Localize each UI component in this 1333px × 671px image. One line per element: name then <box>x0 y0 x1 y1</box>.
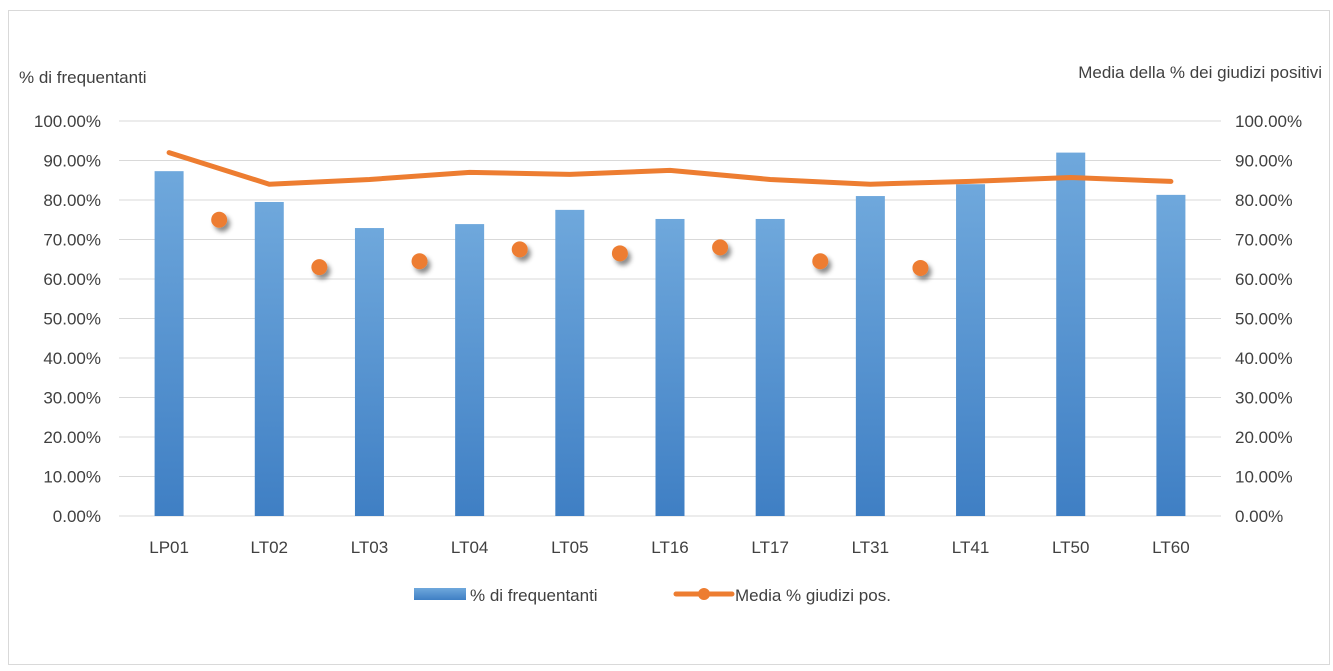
chart-frame: % di frequentanti Media della % dei giud… <box>8 10 1330 665</box>
bar-series <box>154 152 1186 517</box>
data-point <box>812 253 829 270</box>
left-axis-ticks: 0.00% 10.00% 20.00% 30.00% 40.00% 50.00% 60.00… <box>34 112 101 526</box>
left-tick-label: 20.00% <box>43 428 101 447</box>
chart: % di frequentanti Media della % dei giud… <box>19 63 1322 605</box>
bar <box>254 201 284 516</box>
left-tick-label: 50.00% <box>43 310 101 329</box>
left-tick-label: 80.00% <box>43 191 101 210</box>
bar <box>555 209 585 516</box>
bar <box>354 228 384 517</box>
right-tick-label: 30.00% <box>1235 389 1293 408</box>
bar <box>956 184 986 516</box>
legend-label-line: Media % giudizi pos. <box>735 586 891 605</box>
left-axis-title: % di frequentanti <box>19 68 147 87</box>
bar <box>455 224 485 516</box>
bar <box>655 218 685 516</box>
right-axis-ticks: 0.00% 10.00% 20.00% 30.00% 40.00% 50.00% 60.00… <box>1235 112 1302 526</box>
data-point <box>211 211 228 228</box>
x-tick-label: LT04 <box>451 538 489 557</box>
right-axis-title: Media della % dei giudizi positivi <box>1078 63 1322 82</box>
bar <box>1156 194 1186 517</box>
x-tick-label: LT50 <box>1052 538 1090 557</box>
x-tick-label: LT03 <box>351 538 389 557</box>
left-tick-label: 90.00% <box>43 152 101 171</box>
right-tick-label: 60.00% <box>1235 270 1293 289</box>
left-tick-label: 60.00% <box>43 270 101 289</box>
data-point <box>411 253 428 270</box>
right-tick-label: 100.00% <box>1235 112 1302 131</box>
left-tick-label: 70.00% <box>43 231 101 250</box>
right-tick-label: 40.00% <box>1235 349 1293 368</box>
series-line <box>166 150 1174 187</box>
data-point <box>912 259 929 276</box>
left-tick-label: 100.00% <box>34 112 101 131</box>
data-point <box>712 239 729 256</box>
x-tick-label: LT41 <box>952 538 990 557</box>
left-tick-label: 30.00% <box>43 389 101 408</box>
x-tick-label: LT02 <box>251 538 289 557</box>
point-series <box>211 211 929 276</box>
data-point <box>611 245 628 262</box>
x-tick-label: LT60 <box>1152 538 1190 557</box>
right-tick-label: 70.00% <box>1235 231 1293 250</box>
right-tick-label: 80.00% <box>1235 191 1293 210</box>
line-series <box>166 150 1174 187</box>
right-tick-label: 50.00% <box>1235 310 1293 329</box>
legend-swatch-bars <box>414 588 466 600</box>
x-tick-label: LT05 <box>551 538 589 557</box>
x-tick-label: LP01 <box>149 538 189 557</box>
bar <box>154 171 184 517</box>
x-tick-label: LT16 <box>651 538 689 557</box>
right-tick-label: 10.00% <box>1235 468 1293 487</box>
legend: % di frequentanti Media % giudizi pos. <box>414 586 891 605</box>
data-point <box>311 259 328 276</box>
x-tick-label: LT17 <box>751 538 789 557</box>
legend-label-bars: % di frequentanti <box>470 586 598 605</box>
legend-swatch-marker <box>698 588 710 600</box>
right-tick-label: 0.00% <box>1235 507 1283 526</box>
left-tick-label: 40.00% <box>43 349 101 368</box>
bar <box>755 218 785 516</box>
x-tick-label: LT31 <box>852 538 890 557</box>
left-tick-label: 10.00% <box>43 468 101 487</box>
bar <box>1056 152 1086 516</box>
x-axis-labels: LP01 LT02 LT03 LT04 LT05 LT16 LT17 LT31 LT41 LT50… <box>149 538 1189 557</box>
right-tick-label: 20.00% <box>1235 428 1293 447</box>
bar <box>855 196 885 517</box>
data-point <box>511 241 528 258</box>
right-tick-label: 90.00% <box>1235 152 1293 171</box>
left-tick-label: 0.00% <box>53 507 101 526</box>
